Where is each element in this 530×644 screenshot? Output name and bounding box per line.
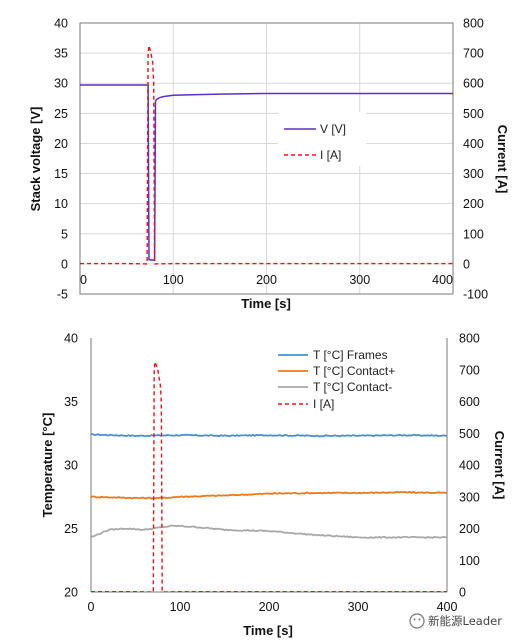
y2-tick-label: 200: [463, 197, 484, 211]
wechat-logo-eye-left: [413, 618, 416, 621]
chart1-y2-tick-labels: -100 0 100 200 300 400 500 600 700 800: [463, 17, 488, 302]
y2-tick-label: 300: [459, 490, 480, 504]
series-line-i-a-: [80, 44, 453, 265]
y-tick-label: 15: [54, 167, 68, 181]
chart1-legend-box: [278, 112, 366, 166]
chart2-legend-label-frames: T [°C] Frames: [313, 348, 388, 362]
y2-tick-label: 600: [459, 395, 480, 409]
chart1-y-tick-labels: -5 0 5 10 15 20 25 30 35 40: [54, 17, 68, 302]
chart1-legend-label-i: I [A]: [320, 148, 341, 162]
y-tick-label: 20: [64, 586, 78, 600]
y2-tick-label: 200: [459, 522, 480, 536]
chart2-legend-label-current: I [A]: [313, 397, 334, 411]
x-tick-label: 0: [80, 273, 87, 287]
x-tick-label: 400: [437, 600, 458, 614]
y2-tick-label: 500: [463, 107, 484, 121]
y-tick-label: 25: [54, 107, 68, 121]
chart2-y2-axis-label: Current [A]: [492, 431, 507, 500]
chart1-y2-axis-label: Current [A]: [495, 125, 510, 194]
y2-tick-label: 400: [463, 137, 484, 151]
chart1-gridlines: [79, 22, 454, 295]
chart1-x-axis-label: Time [s]: [241, 296, 291, 311]
chart1-legend-label-v: V [V]: [320, 122, 346, 136]
y-tick-label: -5: [57, 288, 68, 302]
x-tick-label: 200: [256, 273, 277, 287]
wechat-logo-icon: [409, 613, 425, 629]
y2-tick-label: 100: [459, 554, 480, 568]
chart1-legend: V [V] I [A]: [278, 112, 366, 166]
chart1-plot-frame: [79, 22, 454, 295]
y-tick-label: 40: [64, 332, 78, 346]
chart2-legend-label-contact-plus: T [°C] Contact+: [313, 364, 395, 378]
y2-tick-label: 400: [459, 459, 480, 473]
y-tick-label: 40: [54, 17, 68, 31]
y-tick-label: 20: [54, 137, 68, 151]
chart2-series-layer: [91, 361, 447, 592]
y2-tick-label: 100: [463, 227, 484, 241]
x-tick-label: 200: [259, 600, 280, 614]
chart2-legend-box: [272, 345, 422, 413]
y-tick-label: 25: [64, 522, 78, 536]
series-line-i-a-: [91, 361, 447, 592]
x-tick-label: 100: [170, 600, 191, 614]
chart1-x-tick-labels: 0 100 200 300 400: [80, 273, 453, 287]
y-tick-label: 30: [64, 459, 78, 473]
chart2-x-tick-labels: 0 100 200 300 400: [88, 600, 458, 614]
y2-tick-label: 300: [463, 167, 484, 181]
chart1-series-layer: [80, 44, 453, 265]
watermark-text: 新能源Leader: [428, 614, 502, 628]
wechat-logo-eye-right: [418, 618, 421, 621]
y2-tick-label: 700: [459, 363, 480, 377]
chart2-y-tick-labels: 20 25 30 35 40: [64, 332, 78, 600]
y-tick-label: 30: [54, 77, 68, 91]
x-tick-label: 300: [349, 273, 370, 287]
y-tick-label: 5: [61, 227, 68, 241]
chart1-y-axis-label: Stack voltage [V]: [28, 107, 43, 212]
y2-tick-label: 700: [463, 47, 484, 61]
y-tick-label: 35: [64, 395, 78, 409]
y2-tick-label: 800: [459, 332, 480, 346]
y-tick-label: 0: [61, 257, 68, 271]
y2-tick-label: 0: [463, 257, 470, 271]
series-line-t-c-contact-: [91, 524, 447, 539]
chart2-y2-tick-labels: 0 100 200 300 400 500 600 700 800: [459, 332, 480, 600]
series-line-v-v-: [80, 84, 453, 262]
series-line-t-c-frames: [91, 433, 447, 438]
y2-tick-label: 800: [463, 17, 484, 31]
y-tick-label: 35: [54, 47, 68, 61]
x-tick-label: 400: [432, 273, 453, 287]
y2-tick-label: 0: [459, 586, 466, 600]
x-tick-label: 300: [348, 600, 369, 614]
y2-tick-label: 600: [463, 77, 484, 91]
x-tick-label: 100: [163, 273, 184, 287]
chart2-legend: T [°C] Frames T [°C] Contact+ T [°C] Con…: [272, 345, 422, 413]
y-tick-label: 10: [54, 197, 68, 211]
watermark: 新能源Leader: [409, 613, 502, 629]
series-line-t-c-contact+: [91, 490, 447, 500]
x-tick-label: 0: [88, 600, 95, 614]
chart2-x-axis-label: Time [s]: [243, 623, 293, 638]
y2-tick-label: -100: [463, 288, 488, 302]
chart1: -5 0 5 10 15 20 25 30 35 40 -100 0 100 200 300 400 500 6…: [28, 17, 510, 312]
y2-tick-label: 500: [459, 427, 480, 441]
chart2: 20 25 30 35 40 0 100 200 300 400 500 600 700 800 0 10…: [40, 332, 507, 639]
chart2-y-axis-label: Temperature [°C]: [40, 413, 55, 518]
chart2-legend-label-contact-minus: T [°C] Contact-: [313, 380, 392, 394]
